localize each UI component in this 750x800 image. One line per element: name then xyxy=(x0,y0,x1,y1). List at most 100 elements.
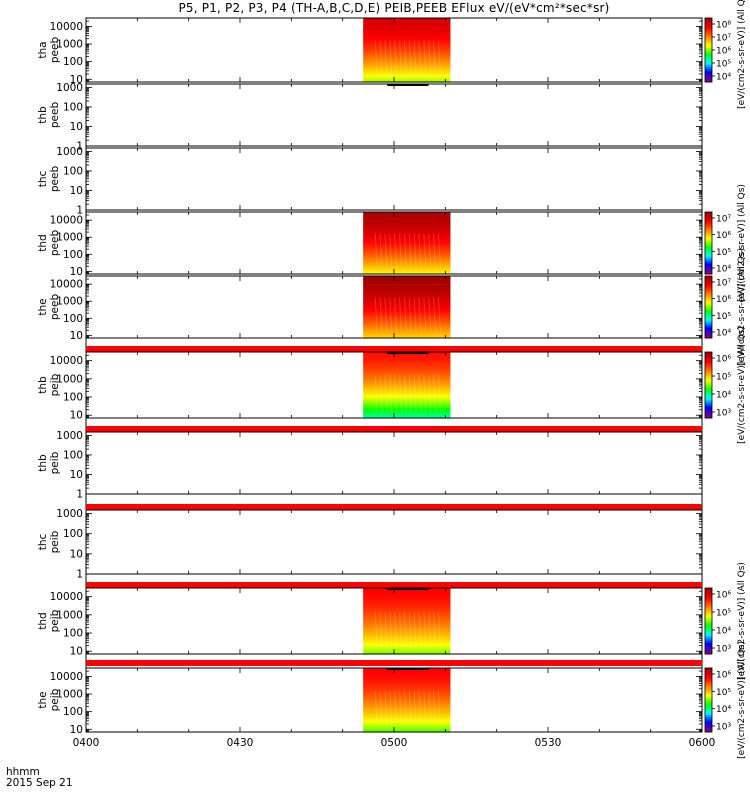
colorbar-segment xyxy=(705,214,712,217)
spectrogram-band xyxy=(363,317,451,320)
colorbar-segment xyxy=(705,415,712,419)
panel-thb-peeb: 1 10 100 1000 thb peeb xyxy=(37,82,703,153)
spectrogram-band xyxy=(363,224,451,227)
spectrogram-band xyxy=(363,286,451,289)
spectrogram-band xyxy=(363,22,451,25)
colorbar-segment xyxy=(705,376,712,379)
spectrogram-band xyxy=(363,366,451,370)
colorbar-segment xyxy=(705,610,712,613)
colorbar-segment xyxy=(705,369,712,373)
x-tick-label: 0430 xyxy=(227,737,254,749)
spectrogram-band xyxy=(363,48,451,51)
colorbar-tick-label: 10⁷ xyxy=(716,215,731,225)
colorbar-segment xyxy=(705,228,712,232)
spectrogram-texture xyxy=(384,375,388,413)
colorbar-tick-label: 10⁶ xyxy=(716,591,731,601)
y-axis-label-product: peeb xyxy=(49,230,61,257)
colorbar-segment xyxy=(705,596,712,600)
spectrogram-band xyxy=(363,358,451,361)
spectrogram-band xyxy=(363,601,451,604)
colorbar-segment xyxy=(705,302,712,306)
spectrogram-texture xyxy=(403,233,407,269)
spectrogram-band xyxy=(363,632,451,635)
spectrogram-band xyxy=(363,645,451,648)
time-axis-label: hhmm xyxy=(6,766,40,778)
colorbar-segment xyxy=(705,28,712,32)
colorbar-segment xyxy=(705,249,712,252)
spectrogram-band xyxy=(363,393,451,396)
spectrogram-band xyxy=(363,252,451,255)
spectrogram-texture xyxy=(384,40,388,77)
spectrogram-band xyxy=(363,404,451,408)
spectrogram-band xyxy=(363,297,451,300)
spectrogram-band xyxy=(363,267,451,270)
colorbar-segment xyxy=(705,614,712,618)
spectrogram-band xyxy=(363,373,451,376)
spectrogram-band xyxy=(363,233,451,236)
spectrogram-texture xyxy=(408,233,412,269)
y-axis-label-probe: thb xyxy=(37,106,49,124)
colorbar-segment xyxy=(705,725,712,729)
spectrogram-band xyxy=(363,333,451,336)
spectrogram-band xyxy=(363,383,451,386)
spectrogram-band xyxy=(363,640,451,644)
colorbar-segment xyxy=(705,601,712,604)
spectrogram-band xyxy=(363,302,451,305)
colorbar-segment xyxy=(705,75,712,79)
spectrogram-band xyxy=(363,225,451,229)
colorbar-segment xyxy=(705,280,712,283)
spectrogram-band xyxy=(363,727,451,730)
spectrogram-band xyxy=(363,246,451,249)
spectrogram-texture xyxy=(428,611,432,649)
spacecraft-flag-bar xyxy=(86,346,702,352)
spectrogram-texture xyxy=(389,233,393,269)
colorbar-segment xyxy=(705,234,712,238)
colorbar-segment xyxy=(705,365,712,368)
spectrogram-band xyxy=(363,279,451,282)
spectrogram-band xyxy=(363,21,451,24)
colorbar-tick-label: 10⁵ xyxy=(716,312,731,322)
spectrogram-texture xyxy=(423,611,427,649)
spectrogram-texture xyxy=(389,375,393,413)
colorbar-segment xyxy=(705,20,712,23)
colorbar-segment xyxy=(705,230,712,234)
colorbar-segment xyxy=(705,39,712,42)
spectrogram-texture xyxy=(437,297,441,333)
spectrogram-band xyxy=(363,708,451,711)
spectrogram-texture xyxy=(394,375,398,413)
colorbar-segment xyxy=(705,695,712,699)
panel-thc-peeb: 1 10 100 1000 thc peeb xyxy=(37,146,703,217)
spectrogram-texture xyxy=(413,611,417,649)
colorbar-segment xyxy=(705,693,712,697)
colorbar-frame xyxy=(704,211,713,275)
y-tick-label: 100 xyxy=(63,101,83,113)
spectrogram-texture xyxy=(413,375,417,413)
spectrogram-band xyxy=(363,711,451,714)
colorbar-segment xyxy=(705,413,712,417)
colorbar-segment xyxy=(705,668,712,671)
spectrogram-texture xyxy=(418,297,422,333)
spectrogram-band xyxy=(363,696,451,699)
y-tick-label: 10 xyxy=(70,330,83,342)
spectrogram-band xyxy=(363,389,451,393)
colorbar-segment xyxy=(705,304,712,308)
y-axis-label-product: peeb xyxy=(49,37,61,64)
colorbar-segment xyxy=(705,238,712,242)
colorbar-segment xyxy=(705,387,712,390)
spectrogram-band xyxy=(363,671,451,674)
spacecraft-flag-bar xyxy=(86,660,702,666)
spectrogram-band xyxy=(363,327,451,330)
spectrogram-texture xyxy=(418,375,422,413)
spectrogram-band xyxy=(363,698,451,701)
colorbar-segment xyxy=(705,236,712,240)
spectrogram-texture xyxy=(408,40,412,77)
spectrogram-texture xyxy=(403,611,407,649)
y-axis-label-probe: thb xyxy=(37,376,49,394)
spectrogram-band xyxy=(363,403,451,406)
panel-frame xyxy=(85,147,703,211)
spectrogram-band xyxy=(363,607,451,611)
colorbar-segment xyxy=(705,400,712,404)
spectrogram-texture xyxy=(399,375,403,413)
spectrogram-band xyxy=(363,709,451,712)
spectrogram-band xyxy=(363,609,451,612)
